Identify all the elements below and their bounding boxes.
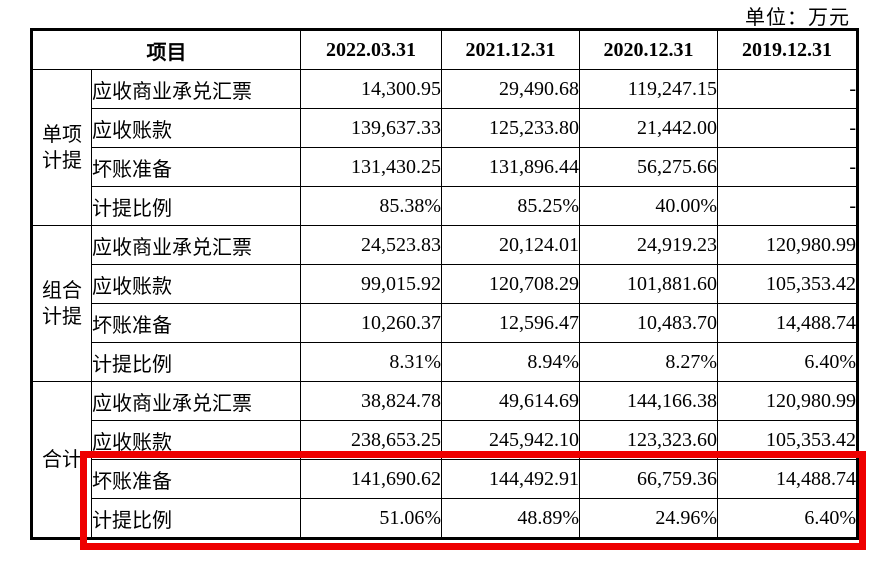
cell-value: 12,596.47: [441, 303, 580, 343]
table-row: 组合计提 应收商业承兑汇票 24,523.83 20,124.01 24,919…: [31, 225, 858, 382]
table-row: 应收账款 99,015.92 120,708.29 101,881.60 105…: [32, 264, 858, 304]
cell-value: 245,942.10: [441, 420, 580, 460]
cell-value: 139,637.33: [300, 108, 442, 148]
table-row: 合计 应收商业承兑汇票 38,824.78 49,614.69 144,166.…: [31, 381, 858, 539]
row-label: 计提比例: [91, 342, 301, 382]
row-label: 计提比例: [91, 186, 301, 226]
cell-value: 56,275.66: [579, 147, 718, 187]
group-label-individual: 单项计提: [31, 69, 92, 226]
cell-value: 238,653.25: [300, 420, 442, 460]
cell-value: 66,759.36: [579, 459, 718, 499]
cell-value: 85.38%: [300, 186, 442, 226]
cell-value: 24,919.23: [579, 225, 718, 265]
table-row: 计提比例 85.38% 85.25% 40.00% -: [32, 186, 858, 226]
row-label: 坏账准备: [91, 459, 301, 499]
cell-value: 14,488.74: [717, 459, 858, 499]
cell-value: 51.06%: [300, 498, 442, 539]
row-label: 应收商业承兑汇票: [91, 69, 301, 109]
cell-value: 123,323.60: [579, 420, 718, 460]
cell-value: 120,980.99: [717, 225, 858, 265]
cell-value: 49,614.69: [441, 381, 580, 421]
cell-value: -: [717, 69, 858, 109]
cell-value: 144,492.91: [441, 459, 580, 499]
cell-value: 14,488.74: [717, 303, 858, 343]
cell-value: 40.00%: [579, 186, 718, 226]
cell-value: 105,353.42: [717, 420, 858, 460]
cell-value: 8.27%: [579, 342, 718, 382]
cell-value: -: [717, 147, 858, 187]
table-row: 单项计提 应收商业承兑汇票 14,300.95 29,490.68 119,24…: [31, 69, 858, 226]
column-header-period-1: 2022.03.31: [300, 29, 442, 70]
table-row: 应收账款 238,653.25 245,942.10 123,323.60 10…: [32, 420, 858, 460]
cell-value: 6.40%: [717, 342, 858, 382]
cell-value: 144,166.38: [579, 381, 718, 421]
table-row: 应收账款 139,637.33 125,233.80 21,442.00 -: [32, 108, 858, 148]
cell-value: 119,247.15: [579, 69, 718, 109]
cell-value: 101,881.60: [579, 264, 718, 304]
cell-value: 125,233.80: [441, 108, 580, 148]
cell-value: 38,824.78: [300, 381, 442, 421]
row-label: 坏账准备: [91, 303, 301, 343]
cell-value: 99,015.92: [300, 264, 442, 304]
cell-value: 120,980.99: [717, 381, 858, 421]
row-label: 应收商业承兑汇票: [91, 225, 301, 265]
cell-value: 20,124.01: [441, 225, 580, 265]
column-header-item: 项目: [31, 29, 301, 70]
cell-value: 8.31%: [300, 342, 442, 382]
cell-value: 105,353.42: [717, 264, 858, 304]
cell-value: 48.89%: [441, 498, 580, 539]
row-label: 应收账款: [91, 264, 301, 304]
cell-value: 24,523.83: [300, 225, 442, 265]
unit-label: 单位：万元: [745, 7, 850, 29]
table-row-highlighted: 坏账准备 141,690.62 144,492.91 66,759.36 14,…: [32, 459, 858, 499]
cell-value: 6.40%: [717, 498, 858, 539]
row-label: 计提比例: [91, 498, 301, 539]
cell-value: 131,430.25: [300, 147, 442, 187]
column-header-period-3: 2020.12.31: [579, 29, 718, 70]
cell-value: -: [717, 186, 858, 226]
table-row: 坏账准备 10,260.37 12,596.47 10,483.70 14,48…: [32, 303, 858, 343]
row-label: 应收账款: [91, 108, 301, 148]
cell-value: 29,490.68: [441, 69, 580, 109]
cell-value: 8.94%: [441, 342, 580, 382]
cell-value: 120,708.29: [441, 264, 580, 304]
cell-value: 10,483.70: [579, 303, 718, 343]
table-row: 坏账准备 131,430.25 131,896.44 56,275.66 -: [32, 147, 858, 187]
group-label-portfolio: 组合计提: [31, 225, 92, 382]
cell-value: -: [717, 108, 858, 148]
group-label-total: 合计: [31, 381, 92, 539]
column-header-period-4: 2019.12.31: [717, 29, 858, 70]
table-row-highlighted: 计提比例 51.06% 48.89% 24.96% 6.40%: [32, 498, 858, 539]
cell-value: 10,260.37: [300, 303, 442, 343]
row-label: 坏账准备: [91, 147, 301, 187]
header-row: 项目 2022.03.31 2021.12.31 2020.12.31 2019…: [31, 29, 858, 70]
bad-debt-provision-table: 项目 2022.03.31 2021.12.31 2020.12.31 2019…: [30, 28, 859, 540]
table-row: 计提比例 8.31% 8.94% 8.27% 6.40%: [32, 342, 858, 382]
row-label: 应收商业承兑汇票: [91, 381, 301, 421]
cell-value: 14,300.95: [300, 69, 442, 109]
cell-value: 24.96%: [579, 498, 718, 539]
column-header-period-2: 2021.12.31: [441, 29, 580, 70]
row-label: 应收账款: [91, 420, 301, 460]
cell-value: 141,690.62: [300, 459, 442, 499]
cell-value: 131,896.44: [441, 147, 580, 187]
cell-value: 85.25%: [441, 186, 580, 226]
cell-value: 21,442.00: [579, 108, 718, 148]
